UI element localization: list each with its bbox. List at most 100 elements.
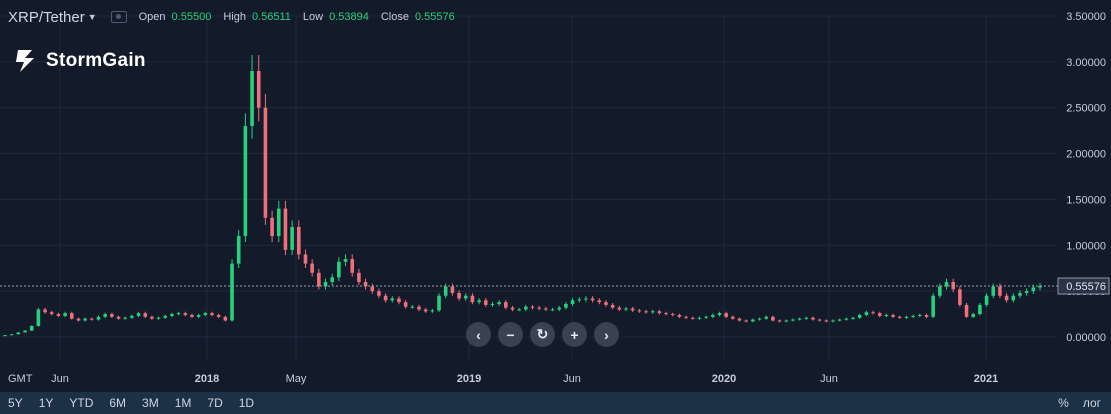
candle-body (1038, 286, 1042, 288)
candle-body (96, 316, 101, 320)
scroll-left-button[interactable]: ‹ (466, 322, 491, 347)
candle-body (377, 291, 381, 296)
candle-body (163, 315, 168, 318)
x-tick-label: 2020 (712, 373, 736, 385)
candle-body (784, 320, 789, 322)
candle-body (857, 314, 862, 318)
candle-body (303, 254, 308, 264)
candle-body (203, 313, 208, 315)
zoom-out-button[interactable]: − (498, 322, 523, 347)
candle-body (423, 309, 428, 312)
candle-body (557, 307, 562, 310)
candle-body (223, 316, 228, 321)
high-label: High (223, 11, 246, 23)
range-5y[interactable]: 5Y (8, 396, 23, 410)
candle-body (711, 314, 715, 317)
candle-body (751, 319, 755, 322)
candle-body (570, 300, 575, 304)
candle-body (984, 295, 989, 305)
candle-body (477, 300, 481, 303)
candle-body (243, 126, 248, 237)
candle-body (123, 317, 127, 319)
candle-body (270, 217, 274, 237)
candle-body (450, 286, 455, 293)
candle-body (537, 307, 541, 309)
candle-body (630, 308, 635, 311)
candle-body (577, 299, 582, 301)
range-7d[interactable]: 7D (207, 396, 223, 410)
candle-body (991, 286, 996, 296)
candle-body (550, 309, 555, 311)
candle-body (330, 277, 334, 282)
candle-body (524, 306, 528, 310)
eye-icon[interactable] (110, 11, 127, 23)
zoom-in-button[interactable]: + (562, 322, 587, 347)
symbol-selector[interactable]: XRP/Tether ▼ (8, 9, 97, 26)
timezone-label[interactable]: GMT (8, 373, 33, 385)
candle-body (110, 314, 114, 317)
price-chart[interactable]: 3.50000 3.00000 2.50000 2.00000 1.50000 1.000… (0, 0, 1111, 392)
candle-body (317, 272, 321, 287)
candle-body (998, 286, 1002, 296)
candle-body (430, 310, 435, 312)
candle-body (757, 318, 762, 320)
candle-body (610, 304, 615, 308)
candle-body (664, 313, 668, 315)
close-value: 0.55576 (414, 11, 455, 23)
range-1y[interactable]: 1Y (38, 396, 54, 410)
range-3m[interactable]: 3M (142, 396, 159, 410)
candle-body (69, 313, 74, 319)
candle-body (290, 226, 294, 250)
reset-button[interactable]: ↻ (530, 322, 555, 347)
candle-body (170, 314, 174, 316)
candle-body (190, 314, 194, 317)
range-6m[interactable]: 6M (109, 396, 127, 410)
stormgain-bolt-icon (16, 50, 34, 72)
candle-body (690, 317, 695, 319)
candle-body (183, 313, 188, 315)
candle-body (650, 311, 655, 313)
candle-body (83, 318, 87, 321)
candle-body (1018, 292, 1022, 296)
log-toggle[interactable]: лог (1082, 396, 1101, 410)
candle-body (143, 313, 148, 317)
candle-body (938, 286, 942, 296)
candle-body (510, 307, 515, 310)
range-1m[interactable]: 1M (174, 396, 192, 410)
last-price-box (1057, 277, 1110, 295)
candle-body (837, 319, 842, 321)
candle-body (323, 281, 328, 287)
candle-body (584, 298, 588, 300)
candle-body (29, 325, 34, 331)
candle-body (1011, 295, 1016, 301)
candle-body (383, 295, 388, 301)
range-1d[interactable]: 1D (238, 396, 255, 410)
percent-toggle[interactable]: % (1058, 396, 1069, 410)
candle-body (677, 314, 682, 317)
candle-body (884, 314, 889, 316)
y-tick-label: 2.00000 (1066, 149, 1106, 161)
candle-body (49, 312, 54, 315)
candle-body (724, 313, 728, 317)
candle-body (864, 312, 869, 315)
x-tick-label: 2021 (974, 373, 998, 385)
candle-body (130, 315, 134, 318)
candle-body (964, 304, 969, 317)
candle-body (978, 304, 982, 315)
y-tick-label: 1.00000 (1066, 240, 1106, 252)
candle-body (156, 317, 161, 319)
range-ytd[interactable]: YTD (69, 396, 94, 410)
x-tick-label: May (286, 373, 307, 385)
x-tick-label: 2018 (195, 373, 219, 385)
chevron-down-icon: ▼ (87, 12, 97, 22)
candle-body (417, 306, 421, 310)
x-tick-label: 2019 (457, 373, 481, 385)
candle-body (924, 314, 929, 317)
scroll-right-button[interactable]: › (594, 322, 619, 347)
candle-body (90, 318, 94, 320)
candle-body (944, 281, 949, 287)
stormgain-logo: StormGain (12, 48, 146, 74)
candle-body (911, 315, 915, 317)
candle-body (116, 316, 121, 319)
candle-body (443, 286, 448, 296)
